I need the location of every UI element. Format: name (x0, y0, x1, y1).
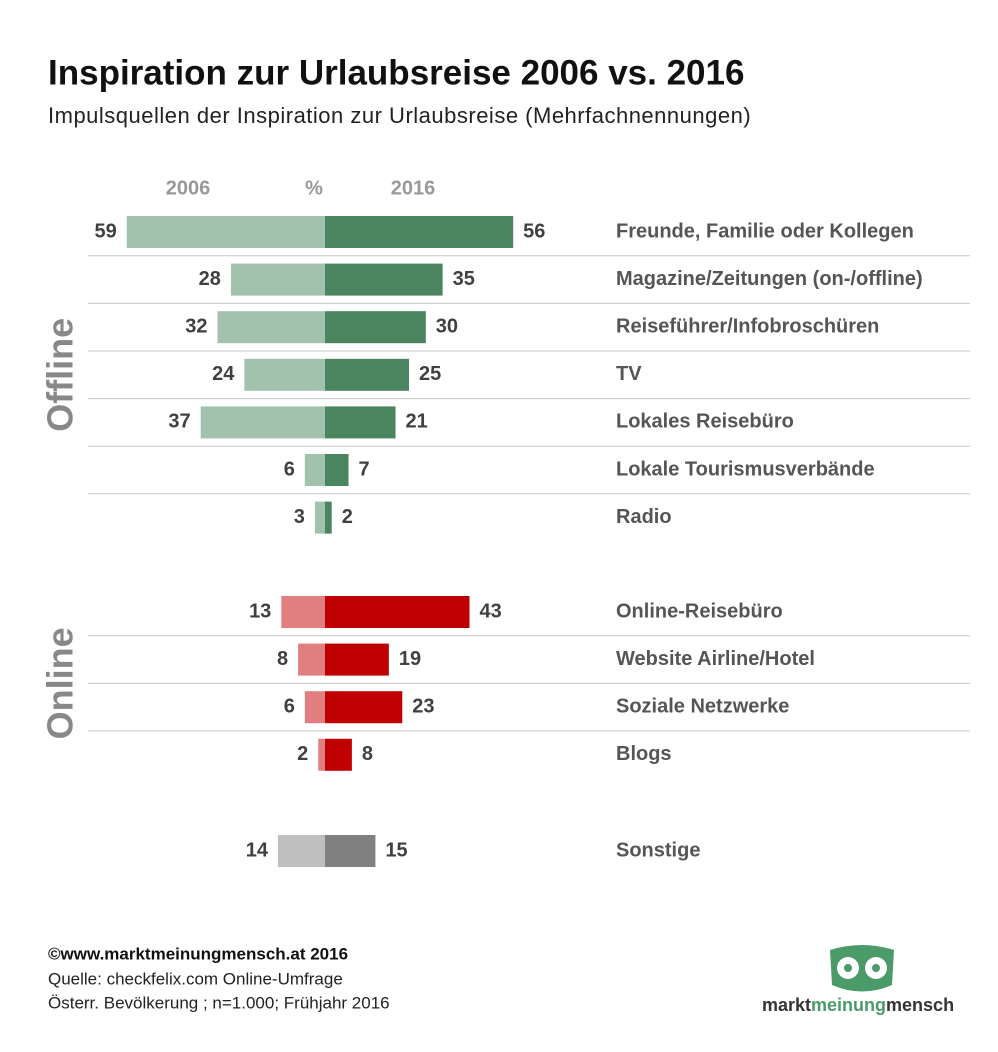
logo-part: markt (762, 995, 811, 1015)
category-label: TV (616, 363, 642, 385)
category-label: Sonstige (616, 839, 700, 861)
bar-left (200, 406, 325, 439)
value-label: 3 (294, 506, 305, 528)
value-label: 19 (399, 648, 421, 670)
category-label: Freunde, Familie oder Kollegen (616, 220, 914, 242)
category-label: Soziale Netzwerke (616, 695, 789, 717)
value-label: 28 (199, 268, 221, 290)
bar-right (325, 738, 352, 771)
value-label: 43 (479, 600, 501, 622)
bar-right (325, 501, 332, 534)
category-label: Lokale Tourismusverbände (616, 458, 875, 480)
bar-right (325, 311, 426, 344)
logo-part: mensch (886, 995, 954, 1015)
logo-owl (830, 945, 894, 992)
value-label: 6 (284, 458, 295, 480)
value-label: 35 (453, 268, 475, 290)
value-label: 2 (342, 506, 353, 528)
value-label: 15 (385, 839, 407, 861)
bar-left (318, 738, 325, 771)
value-label: 8 (362, 743, 373, 765)
bar-left (281, 596, 325, 628)
value-label: 32 (185, 315, 207, 337)
bar-right (325, 454, 349, 486)
category-label: Magazine/Zeitungen (on-/offline) (616, 268, 923, 290)
footer-copyright: ©www.marktmeinungmensch.at 2016 (48, 944, 348, 963)
category-label: Reiseführer/Infobroschüren (616, 315, 879, 337)
value-label: 8 (277, 648, 288, 670)
bar-left (304, 691, 325, 724)
value-label: 24 (212, 363, 235, 385)
bar-right (325, 596, 470, 628)
value-label: 59 (95, 220, 117, 242)
value-label: 2 (297, 743, 308, 765)
category-label: Blogs (616, 743, 672, 765)
category-label: Online-Reisebüro (616, 600, 783, 622)
value-label: 13 (249, 600, 271, 622)
bar-left (314, 501, 325, 534)
bar-right (325, 643, 389, 676)
series-header: 2016 (391, 177, 436, 199)
bar-right (325, 263, 443, 296)
bar-left (217, 311, 325, 344)
bar-right (325, 358, 409, 391)
value-label: 30 (436, 315, 458, 337)
bar-left (230, 263, 325, 296)
bar-right (325, 216, 514, 248)
unit-label: % (305, 177, 323, 199)
footer-note: Österr. Bevölkerung ; n=1.000; Frühjahr … (48, 993, 390, 1012)
bar-left (244, 358, 325, 391)
value-label: 56 (523, 220, 545, 242)
bar-left (298, 643, 325, 676)
value-label: 7 (359, 458, 370, 480)
value-label: 6 (284, 695, 295, 717)
bar-right (325, 406, 396, 439)
value-label: 37 (168, 411, 190, 433)
logo-text: marktmeinungmensch (762, 995, 954, 1015)
chart-subtitle: Impulsquellen der Inspiration zur Urlaub… (48, 103, 751, 128)
bar-left (126, 216, 325, 248)
bar-left (277, 835, 325, 867)
group-label: Online (40, 627, 81, 739)
value-label: 23 (412, 695, 434, 717)
category-label: Radio (616, 506, 672, 528)
value-label: 14 (246, 839, 269, 861)
bar-right (325, 691, 403, 724)
bar-left (304, 454, 325, 486)
value-label: 21 (406, 411, 428, 433)
logo-part: meinung (811, 995, 886, 1015)
category-label: Website Airline/Hotel (616, 648, 815, 670)
bar-right (325, 835, 376, 867)
series-header: 2006 (166, 177, 211, 199)
group-label: Offline (40, 318, 81, 432)
category-label: Lokales Reisebüro (616, 411, 794, 433)
footer-source: Quelle: checkfelix.com Online-Umfrage (48, 969, 343, 988)
value-label: 25 (419, 363, 441, 385)
chart-title: Inspiration zur Urlaubsreise 2006 vs. 20… (48, 53, 744, 92)
